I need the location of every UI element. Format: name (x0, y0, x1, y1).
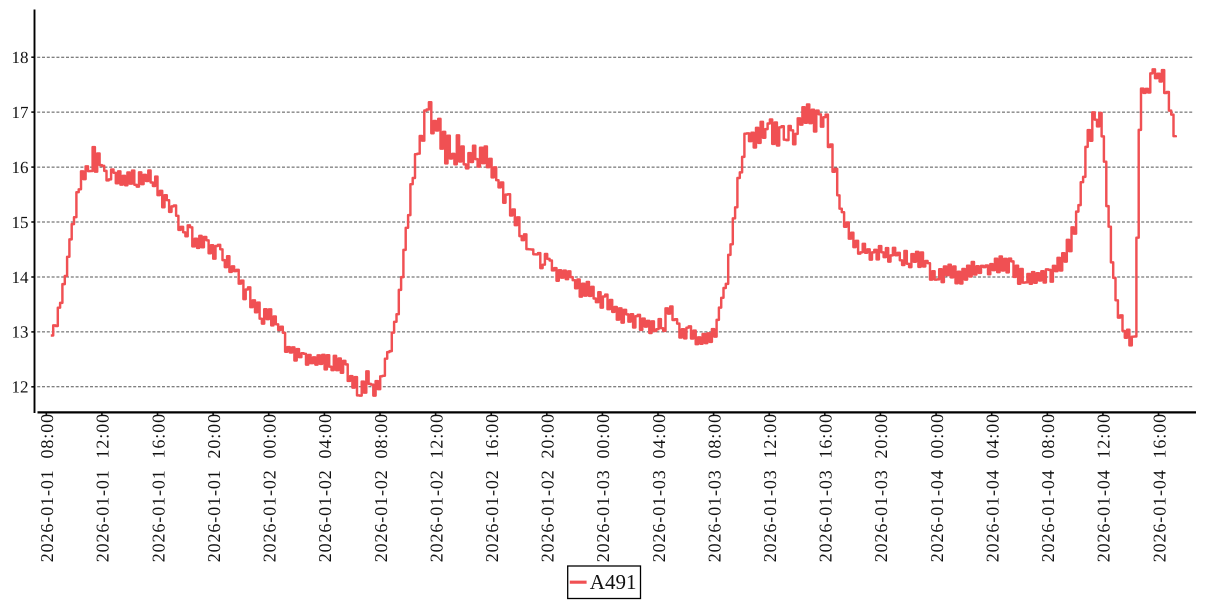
svg-text:2026-01-01 16:00: 2026-01-01 16:00 (148, 413, 168, 562)
svg-text:2026-01-02 08:00: 2026-01-02 08:00 (371, 413, 391, 562)
svg-text:2026-01-03 00:00: 2026-01-03 00:00 (593, 413, 613, 562)
svg-text:2026-01-02 04:00: 2026-01-02 04:00 (315, 413, 335, 562)
svg-text:13: 13 (12, 323, 29, 342)
svg-text:2026-01-04 04:00: 2026-01-04 04:00 (983, 413, 1003, 562)
svg-text:14: 14 (12, 268, 30, 287)
svg-text:2026-01-03 12:00: 2026-01-03 12:00 (760, 413, 780, 562)
svg-text:2026-01-04 12:00: 2026-01-04 12:00 (1094, 413, 1114, 562)
svg-text:2026-01-04 16:00: 2026-01-04 16:00 (1149, 413, 1169, 562)
svg-text:2026-01-03 20:00: 2026-01-03 20:00 (871, 413, 891, 562)
svg-text:2026-01-02 20:00: 2026-01-02 20:00 (538, 413, 558, 562)
svg-text:16: 16 (12, 158, 29, 177)
svg-text:2026-01-01 12:00: 2026-01-01 12:00 (93, 413, 113, 562)
svg-text:2026-01-03 16:00: 2026-01-03 16:00 (816, 413, 836, 562)
svg-text:2026-01-02 16:00: 2026-01-02 16:00 (482, 413, 502, 562)
svg-text:2026-01-03 04:00: 2026-01-03 04:00 (649, 413, 669, 562)
svg-text:17: 17 (12, 103, 30, 122)
svg-text:2026-01-03 08:00: 2026-01-03 08:00 (704, 413, 724, 562)
svg-text:2026-01-04 08:00: 2026-01-04 08:00 (1038, 413, 1058, 562)
svg-text:18: 18 (12, 48, 29, 67)
svg-text:15: 15 (12, 213, 29, 232)
svg-text:12: 12 (12, 378, 29, 397)
svg-text:A491: A491 (590, 570, 637, 594)
svg-text:2026-01-02 12:00: 2026-01-02 12:00 (426, 413, 446, 562)
svg-text:2026-01-01 08:00: 2026-01-01 08:00 (37, 413, 57, 562)
svg-text:2026-01-02 00:00: 2026-01-02 00:00 (260, 413, 280, 562)
svg-text:2026-01-01 20:00: 2026-01-01 20:00 (204, 413, 224, 562)
svg-text:2026-01-04 00:00: 2026-01-04 00:00 (927, 413, 947, 562)
